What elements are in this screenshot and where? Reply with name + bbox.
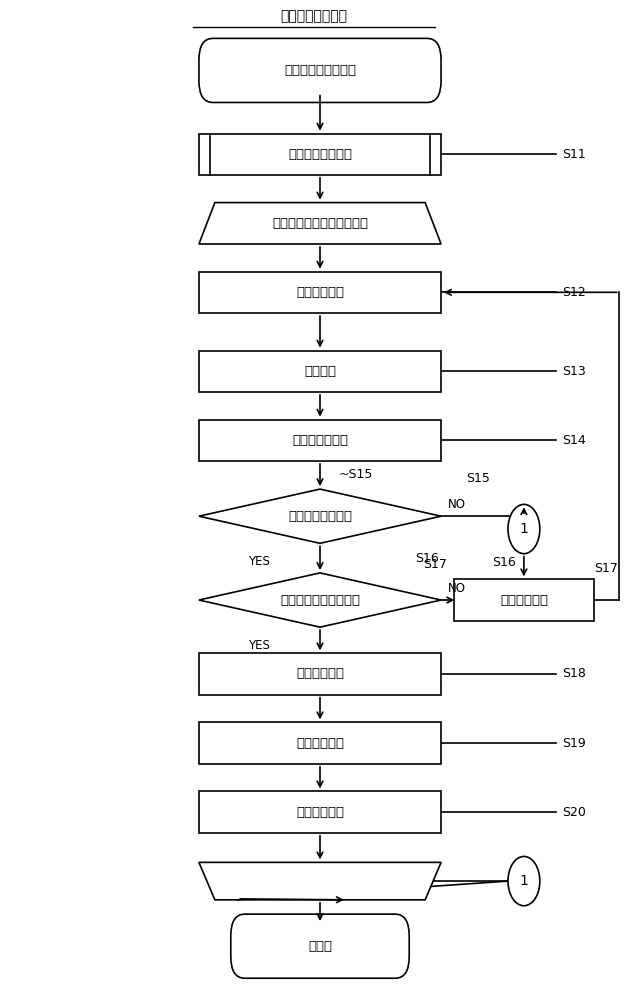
Text: 工具摩耗量測定: 工具摩耗量測定 xyxy=(292,434,348,447)
FancyBboxPatch shape xyxy=(199,350,441,392)
Text: S11: S11 xyxy=(562,147,586,161)
Text: 終　了: 終 了 xyxy=(308,940,332,952)
Text: 調整回数加算: 調整回数加算 xyxy=(500,593,548,606)
Text: ~S15: ~S15 xyxy=(339,468,374,482)
FancyBboxPatch shape xyxy=(454,580,594,621)
Polygon shape xyxy=(199,862,441,900)
Polygon shape xyxy=(199,203,441,244)
Polygon shape xyxy=(199,573,441,627)
Text: 被加工物設置: 被加工物設置 xyxy=(296,286,344,299)
Text: NO: NO xyxy=(447,583,465,595)
FancyBboxPatch shape xyxy=(231,914,409,978)
Text: プログラム実行処理: プログラム実行処理 xyxy=(284,64,356,77)
Text: S17: S17 xyxy=(594,562,618,575)
Text: 被加工物取外: 被加工物取外 xyxy=(296,668,344,680)
Text: 工具情報更新: 工具情報更新 xyxy=(296,737,344,750)
Text: S18: S18 xyxy=(562,668,586,680)
Text: 1: 1 xyxy=(520,522,529,536)
Text: 加工条件決定処理: 加工条件決定処理 xyxy=(288,147,352,161)
Text: 全被加工物の加工完了まで: 全被加工物の加工完了まで xyxy=(272,217,368,229)
Text: エッジ品質を満たす？: エッジ品質を満たす？ xyxy=(280,593,360,606)
FancyBboxPatch shape xyxy=(199,722,441,764)
FancyBboxPatch shape xyxy=(199,654,441,694)
Circle shape xyxy=(508,504,540,554)
Text: 十分な線材長有？: 十分な線材長有？ xyxy=(288,509,352,523)
Text: S15: S15 xyxy=(467,472,490,486)
Text: S16: S16 xyxy=(492,556,516,569)
Text: 1: 1 xyxy=(520,874,529,888)
Text: S13: S13 xyxy=(562,365,586,378)
Text: YES: YES xyxy=(248,639,271,652)
Text: S20: S20 xyxy=(562,806,586,819)
Text: 加工条件更新: 加工条件更新 xyxy=(296,806,344,819)
Text: NO: NO xyxy=(447,498,465,511)
Bar xyxy=(199,134,441,175)
Text: S17: S17 xyxy=(424,559,447,572)
Text: S12: S12 xyxy=(562,286,586,299)
FancyBboxPatch shape xyxy=(199,791,441,833)
FancyBboxPatch shape xyxy=(199,419,441,461)
FancyBboxPatch shape xyxy=(199,272,441,314)
Text: S19: S19 xyxy=(562,737,586,750)
Text: S16: S16 xyxy=(415,552,439,565)
Polygon shape xyxy=(199,490,441,543)
Text: コンピュータ装置: コンピュータ装置 xyxy=(280,10,347,24)
Text: YES: YES xyxy=(248,555,271,568)
Text: S14: S14 xyxy=(562,434,586,447)
FancyBboxPatch shape xyxy=(199,39,441,103)
Circle shape xyxy=(508,856,540,906)
Text: 加工実行: 加工実行 xyxy=(304,365,336,378)
